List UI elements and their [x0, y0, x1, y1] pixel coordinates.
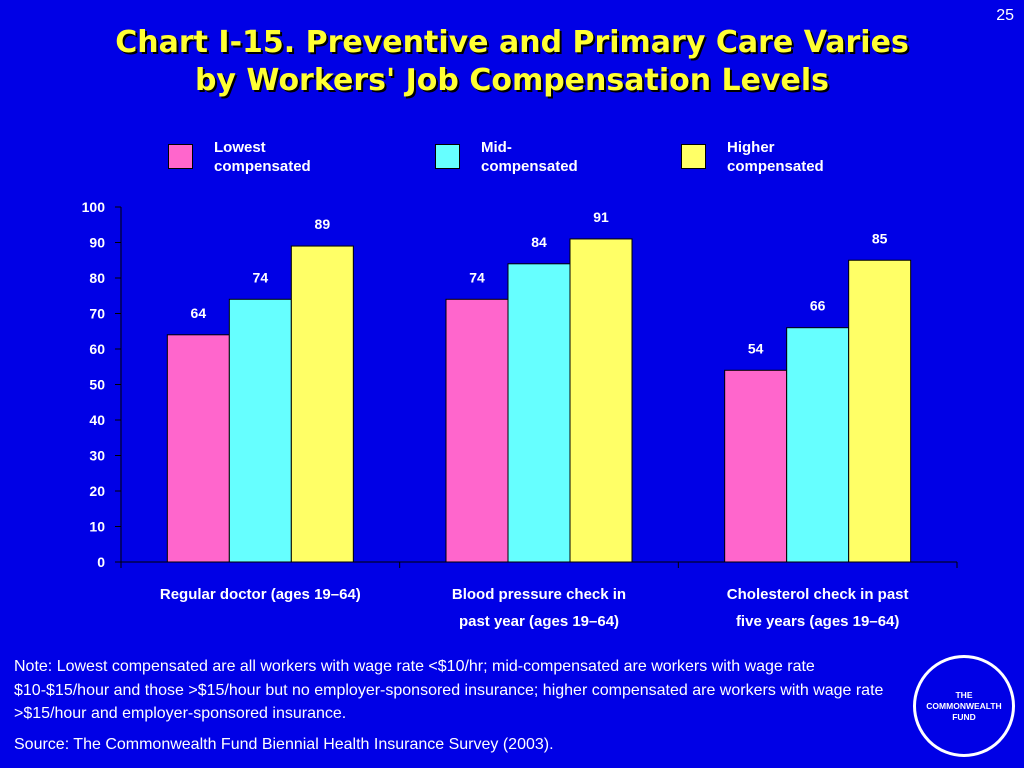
legend-label-lowest: Lowest compensated [214, 139, 311, 175]
y-tick-label: 80 [89, 270, 105, 286]
bar [507, 263, 571, 563]
y-tick-label: 60 [89, 341, 105, 357]
bar [569, 238, 633, 563]
x-tick-label: Blood pressure check in [452, 586, 626, 603]
y-tick-label: 50 [89, 377, 105, 393]
data-label: 54 [748, 340, 764, 356]
data-label: 89 [315, 216, 331, 232]
bar [724, 369, 788, 563]
page-number: 25 [996, 7, 1014, 24]
data-label: 85 [872, 230, 888, 246]
commonwealth-fund-logo: THE COMMONWEALTH FUND [913, 655, 1015, 757]
legend-swatch-higher [681, 144, 706, 169]
y-tick-label: 40 [89, 412, 105, 428]
bar-chart: 0 10 20 30 40 50 60 70 80 90 100 64 74 89 Regular doct… [82, 199, 958, 630]
y-tick-label: 10 [89, 519, 105, 535]
x-tick-label: five years (ages 19–64) [736, 613, 899, 630]
data-label: 64 [191, 305, 207, 321]
data-label: 74 [469, 269, 485, 285]
bar [848, 259, 912, 563]
source-note: Source: The Commonwealth Fund Biennial H… [14, 736, 554, 753]
y-tick-label: 70 [89, 306, 105, 322]
legend-item-mid: Mid- compensated [435, 138, 578, 176]
logo-text: THE COMMONWEALTH FUND [926, 689, 1002, 722]
data-label: 91 [593, 209, 609, 225]
bar [290, 245, 354, 563]
y-tick-label: 0 [97, 554, 105, 570]
legend-item-lowest: Lowest compensated [168, 138, 311, 176]
legend-label-higher: Higher compensated [727, 139, 824, 175]
data-label: 74 [253, 269, 269, 285]
bar [166, 334, 230, 563]
legend-item-higher: Higher compensated [681, 138, 824, 176]
chart-title: Chart I-15. Preventive and Primary Care … [115, 25, 909, 98]
y-tick-label: 30 [89, 448, 105, 464]
bar [228, 298, 292, 563]
legend-label-mid: Mid- compensated [481, 139, 578, 175]
bar [445, 298, 509, 563]
bar [786, 327, 850, 563]
y-tick-label: 20 [89, 483, 105, 499]
data-label: 66 [810, 298, 826, 314]
legend-swatch-mid [435, 144, 460, 169]
y-tick-label: 100 [82, 199, 106, 215]
data-label: 84 [531, 234, 547, 250]
x-tick-label: past year (ages 19–64) [459, 613, 619, 630]
x-tick-label: Regular doctor (ages 19–64) [160, 586, 361, 603]
footnote: Note: Lowest compensated are all workers… [14, 658, 884, 722]
legend-swatch-lowest [168, 144, 193, 169]
y-tick-label: 90 [89, 235, 105, 251]
x-tick-label: Cholesterol check in past [727, 586, 909, 603]
